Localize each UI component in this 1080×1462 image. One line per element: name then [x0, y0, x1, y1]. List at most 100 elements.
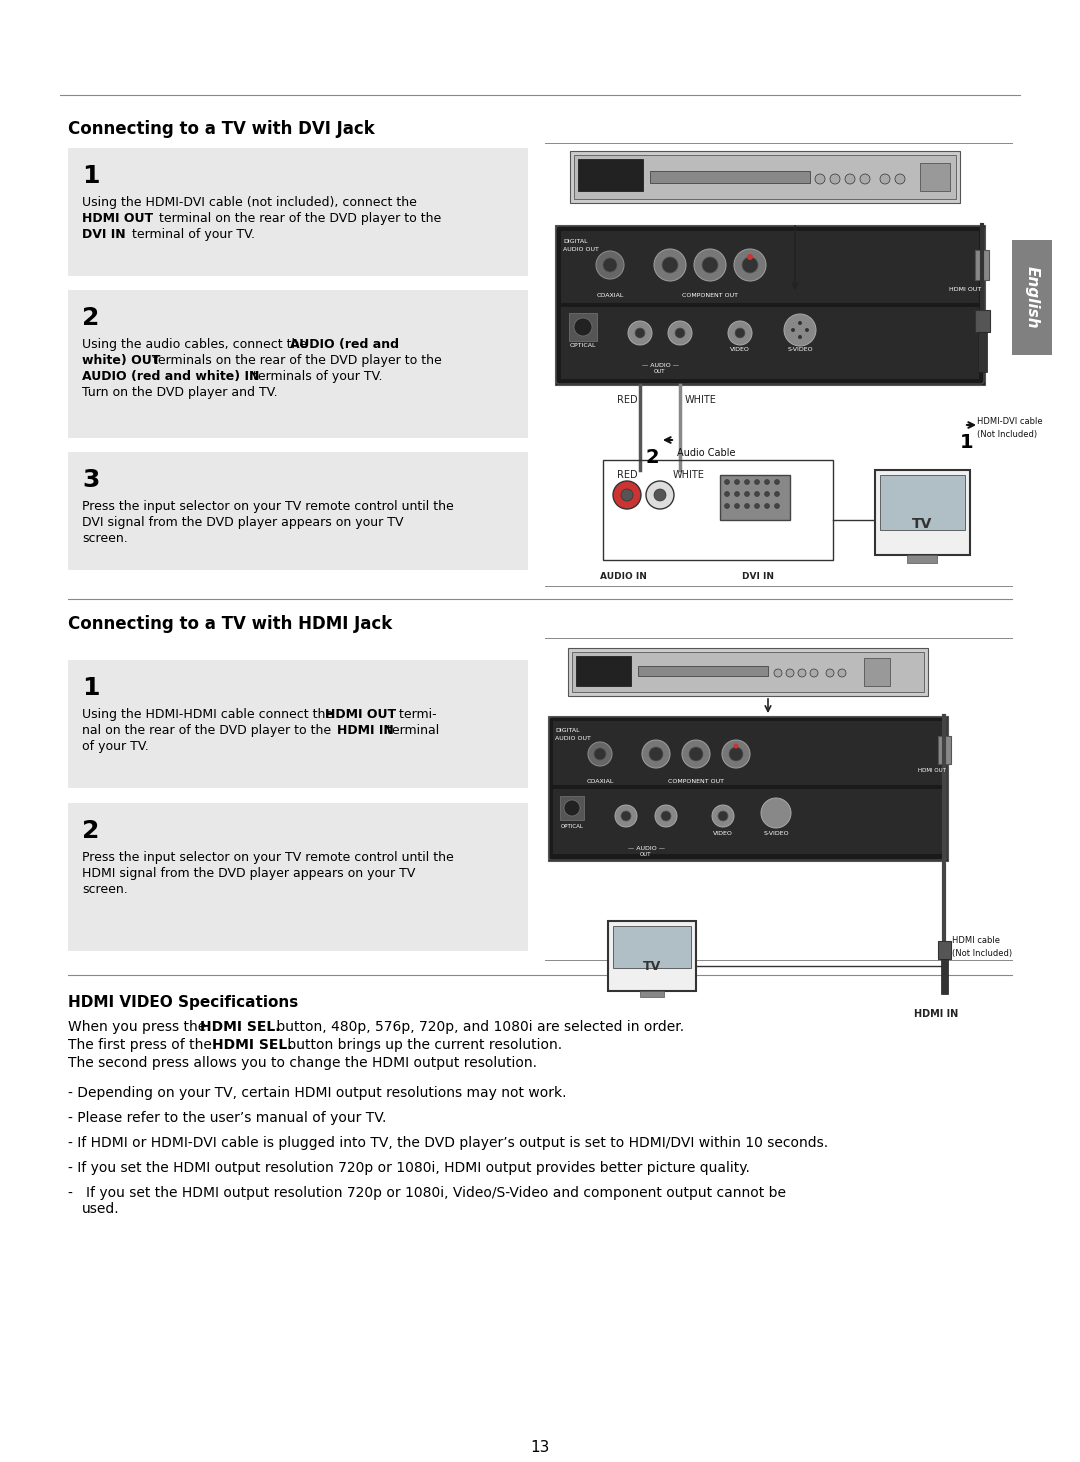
Bar	[572, 652, 924, 692]
Text: 1: 1	[960, 433, 974, 452]
Circle shape	[712, 806, 734, 827]
Text: HDMI SEL.: HDMI SEL.	[212, 1038, 293, 1053]
Bar	[578, 159, 643, 192]
Circle shape	[718, 811, 728, 822]
Circle shape	[594, 749, 606, 760]
Text: used.: used.	[82, 1202, 120, 1216]
Bar	[561, 795, 584, 820]
Text: AUDIO OUT: AUDIO OUT	[555, 735, 591, 741]
Circle shape	[798, 322, 802, 325]
Circle shape	[646, 481, 674, 509]
Circle shape	[728, 322, 752, 345]
Circle shape	[675, 327, 685, 338]
Circle shape	[774, 670, 782, 677]
Text: AUDIO (red and white) IN: AUDIO (red and white) IN	[82, 370, 259, 383]
Text: DVI IN: DVI IN	[82, 228, 125, 241]
Circle shape	[845, 174, 855, 184]
Text: screen.: screen.	[82, 532, 127, 545]
Text: HDMI-DVI cable: HDMI-DVI cable	[977, 417, 1042, 425]
Bar	[555, 225, 985, 385]
Circle shape	[615, 806, 637, 827]
Text: - If you set the HDMI output resolution 720p or 1080i, HDMI output provides bett: - If you set the HDMI output resolution …	[68, 1161, 750, 1175]
Text: - Please refer to the user’s manual of your TV.: - Please refer to the user’s manual of y…	[68, 1111, 387, 1124]
Circle shape	[826, 670, 834, 677]
Bar	[975, 310, 990, 332]
Text: English: English	[1025, 266, 1039, 329]
FancyBboxPatch shape	[549, 716, 947, 860]
Circle shape	[880, 174, 890, 184]
Bar	[638, 667, 768, 675]
Bar	[978, 332, 987, 371]
Circle shape	[798, 335, 802, 339]
Bar	[975, 250, 989, 281]
Circle shape	[642, 740, 670, 768]
FancyBboxPatch shape	[556, 227, 984, 385]
Text: AUDIO (red and: AUDIO (red and	[291, 338, 399, 351]
Circle shape	[744, 491, 750, 497]
Text: Press the input selector on your TV remote control until the: Press the input selector on your TV remo…	[82, 500, 454, 513]
Text: COMPONENT OUT: COMPONENT OUT	[681, 292, 738, 298]
Bar	[880, 475, 966, 531]
Text: 1: 1	[82, 675, 99, 700]
Text: HDMI cable: HDMI cable	[951, 936, 1000, 944]
Text: Turn on the DVD player and TV.: Turn on the DVD player and TV.	[82, 386, 278, 399]
Text: — AUDIO —: — AUDIO —	[642, 363, 678, 368]
Text: terminals of your TV.: terminals of your TV.	[249, 370, 382, 383]
Circle shape	[689, 747, 703, 762]
Text: AUDIO OUT: AUDIO OUT	[563, 247, 599, 251]
Circle shape	[635, 327, 645, 338]
Text: button brings up the current resolution.: button brings up the current resolution.	[283, 1038, 562, 1053]
Bar	[553, 721, 943, 785]
Circle shape	[791, 327, 795, 332]
Circle shape	[723, 740, 750, 768]
Circle shape	[742, 257, 758, 273]
Bar	[68, 289, 528, 439]
Bar	[920, 162, 950, 192]
Text: OUT: OUT	[654, 368, 665, 374]
Text: 2: 2	[82, 306, 99, 330]
Text: 3: 3	[82, 468, 99, 493]
Circle shape	[669, 322, 692, 345]
Text: RED: RED	[617, 395, 637, 405]
Text: white) OUT: white) OUT	[82, 354, 160, 367]
Circle shape	[573, 319, 592, 336]
Bar	[68, 659, 528, 788]
Text: TV: TV	[912, 518, 932, 531]
Text: (Not Included): (Not Included)	[977, 430, 1037, 439]
Text: TV: TV	[643, 961, 661, 974]
Bar	[613, 925, 691, 968]
Text: Using the HDMI-HDMI cable connect the: Using the HDMI-HDMI cable connect the	[82, 708, 337, 721]
Circle shape	[734, 249, 766, 281]
Bar	[561, 307, 978, 379]
Bar	[553, 789, 943, 854]
Text: 13: 13	[530, 1440, 550, 1455]
Text: terminal of your TV.: terminal of your TV.	[129, 228, 255, 241]
Text: HDMI IN: HDMI IN	[337, 724, 394, 737]
Circle shape	[725, 503, 729, 509]
Bar	[548, 716, 948, 861]
Circle shape	[895, 174, 905, 184]
Text: Using the HDMI-DVI cable (not included), connect the: Using the HDMI-DVI cable (not included),…	[82, 196, 417, 209]
Circle shape	[734, 480, 740, 484]
Text: OPTICAL: OPTICAL	[570, 344, 596, 348]
Text: Audio Cable: Audio Cable	[677, 447, 735, 458]
Bar	[941, 959, 948, 994]
Bar	[603, 461, 833, 560]
Text: - Depending on your TV, certain HDMI output resolutions may not work.: - Depending on your TV, certain HDMI out…	[68, 1086, 567, 1099]
Text: VIDEO: VIDEO	[730, 346, 750, 352]
Text: OUT: OUT	[640, 852, 651, 857]
Circle shape	[805, 327, 809, 332]
Text: — AUDIO —: — AUDIO —	[627, 846, 664, 851]
Bar	[608, 921, 696, 991]
Circle shape	[755, 491, 759, 497]
Text: HDMI OUT: HDMI OUT	[918, 768, 946, 773]
Circle shape	[798, 670, 806, 677]
Bar	[939, 942, 951, 959]
Text: COAXIAL: COAXIAL	[596, 292, 623, 298]
Circle shape	[744, 503, 750, 509]
Text: 2: 2	[645, 447, 659, 466]
Circle shape	[815, 174, 825, 184]
Text: HDMI SEL.: HDMI SEL.	[200, 1020, 281, 1034]
Text: WHITE: WHITE	[685, 395, 717, 405]
Bar	[1012, 240, 1052, 355]
